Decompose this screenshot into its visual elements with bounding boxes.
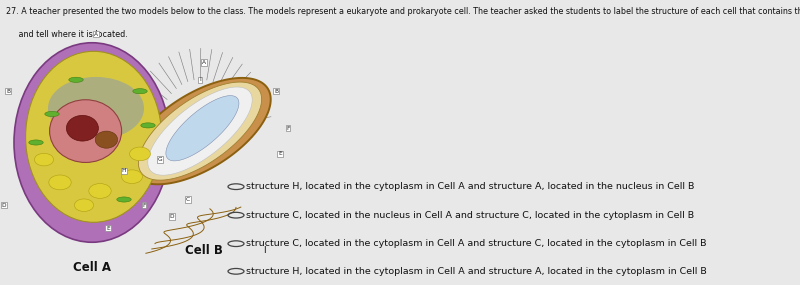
Circle shape (45, 111, 59, 117)
Ellipse shape (48, 77, 144, 140)
Circle shape (133, 89, 147, 94)
Text: G: G (158, 157, 162, 162)
Text: D: D (2, 203, 6, 208)
Text: D: D (170, 214, 174, 219)
Ellipse shape (34, 153, 54, 166)
Ellipse shape (26, 51, 162, 222)
Polygon shape (130, 78, 270, 184)
Circle shape (141, 123, 155, 128)
Ellipse shape (49, 175, 71, 190)
Text: A: A (202, 60, 206, 65)
Text: Cell A: Cell A (73, 261, 111, 274)
Ellipse shape (66, 115, 98, 141)
Circle shape (29, 140, 43, 145)
Text: I: I (199, 77, 201, 82)
Circle shape (117, 197, 131, 202)
Text: structure C, located in the nucleus in Cell A and structure C, located in the cy: structure C, located in the nucleus in C… (246, 211, 694, 220)
Polygon shape (138, 82, 262, 180)
Text: C: C (186, 197, 190, 202)
Text: structure C, located in the cytoplasm in Cell A and structure C, located in the : structure C, located in the cytoplasm in… (246, 239, 707, 248)
Ellipse shape (95, 131, 118, 148)
Text: H: H (122, 168, 126, 174)
Text: structure H, located in the cytoplasm in Cell A and structure A, located in the : structure H, located in the cytoplasm in… (246, 182, 694, 191)
Text: structure H, located in the cytoplasm in Cell A and structure A, located in the : structure H, located in the cytoplasm in… (246, 267, 707, 276)
Text: A: A (94, 32, 98, 37)
Ellipse shape (122, 170, 142, 184)
Text: B: B (6, 89, 10, 94)
Circle shape (69, 77, 83, 82)
Text: E: E (278, 151, 282, 156)
Text: B: B (274, 89, 278, 94)
Text: F: F (142, 203, 146, 208)
Polygon shape (148, 87, 252, 175)
Polygon shape (166, 96, 239, 161)
Text: E: E (106, 225, 110, 231)
Text: and tell where it is located.: and tell where it is located. (6, 30, 128, 39)
Ellipse shape (14, 43, 170, 242)
Text: 27. A teacher presented the two models below to the class. The models represent : 27. A teacher presented the two models b… (6, 7, 800, 16)
Text: I: I (262, 246, 266, 255)
Ellipse shape (74, 199, 94, 211)
Ellipse shape (89, 184, 111, 198)
Ellipse shape (130, 147, 150, 161)
Text: F: F (286, 126, 290, 131)
Text: Cell B: Cell B (185, 244, 223, 257)
Ellipse shape (50, 100, 122, 162)
